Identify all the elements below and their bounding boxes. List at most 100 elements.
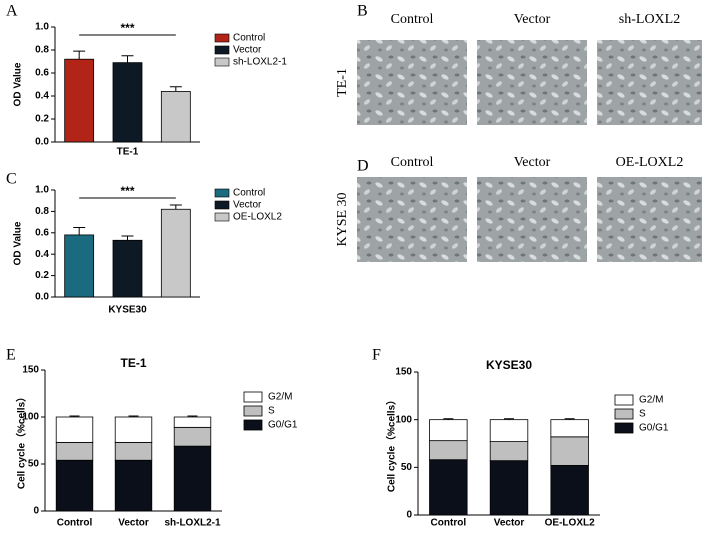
bar-segment — [55, 459, 94, 512]
y-tick-label: 0.4 — [35, 249, 49, 260]
column-label: Control — [391, 12, 434, 27]
legend-label: G0/G1 — [268, 420, 298, 431]
error-bar — [169, 86, 182, 92]
y-tick-label: 0.0 — [35, 137, 49, 148]
x-axis-label: KYSE30 — [108, 305, 147, 316]
micrograph — [597, 40, 702, 125]
legend-swatch — [214, 188, 230, 198]
chart-title: KYSE30 — [486, 358, 532, 372]
y-tick-label: 0.2 — [35, 114, 49, 125]
bar-segment — [173, 445, 212, 512]
legend-label: Control — [233, 188, 265, 199]
legend-swatch — [614, 394, 634, 406]
panel-label: D — [357, 158, 369, 175]
chart-title: TE-1 — [120, 356, 146, 370]
bar-segment — [489, 460, 529, 516]
legend-label: S — [268, 406, 275, 417]
bar — [112, 239, 143, 298]
panel-label: E — [6, 347, 16, 364]
error-bar — [443, 418, 454, 420]
bar-segment — [429, 459, 468, 516]
panel-label: F — [372, 347, 381, 364]
y-tick-label: 0.2 — [35, 270, 49, 281]
bar-segment — [114, 459, 153, 512]
legend-label: G2/M — [639, 395, 663, 406]
bar-segment — [489, 419, 529, 442]
bar-segment — [489, 441, 529, 462]
column-label: Control — [391, 155, 434, 170]
y-tick-label: 0.4 — [35, 91, 49, 102]
legend-label: sh-LOXL2-1 — [233, 57, 287, 68]
legend-label: G2/M — [268, 392, 292, 403]
panel-label: C — [6, 171, 17, 188]
y-tick-label: 1.0 — [35, 22, 49, 33]
column-label: Vector — [514, 12, 551, 27]
legend-swatch — [214, 45, 230, 55]
column-label: OE-LOXL2 — [616, 155, 684, 170]
error-bar — [504, 418, 514, 420]
legend-swatch — [614, 408, 634, 420]
error-bar — [73, 226, 86, 235]
y-tick-label: 100 — [395, 414, 412, 425]
legend-label: S — [639, 409, 646, 420]
x-tick-label: Vector — [494, 518, 525, 529]
micrograph — [357, 40, 467, 125]
row-label: TE-1 — [335, 68, 350, 97]
y-tick-label: 150 — [22, 365, 39, 376]
error-bar — [187, 415, 198, 417]
micrograph — [477, 177, 587, 262]
error-bar — [564, 418, 575, 420]
x-tick-label: Control — [57, 518, 93, 529]
row-label: KYSE 30 — [335, 192, 350, 246]
y-axis-label: OD Value — [13, 62, 24, 106]
bar — [64, 234, 95, 298]
bar-segment — [429, 440, 468, 461]
legend-label: Control — [233, 33, 265, 44]
y-tick-label: 0 — [406, 510, 412, 521]
y-tick-label: 0.8 — [35, 45, 49, 56]
bar-segment — [114, 441, 153, 461]
bar-segment — [550, 436, 589, 466]
bar-segment — [550, 465, 589, 516]
error-bar — [128, 415, 139, 417]
legend-swatch — [214, 200, 230, 210]
error-bar — [73, 50, 86, 60]
y-tick-label: 0.6 — [35, 68, 49, 79]
x-tick-label: Vector — [118, 518, 149, 529]
bar-segment — [114, 416, 153, 443]
bar — [64, 58, 95, 143]
y-tick-label: 100 — [22, 412, 39, 423]
y-tick-label: 0.8 — [35, 206, 49, 217]
bar-segment — [550, 419, 589, 438]
micrograph — [477, 40, 587, 125]
micrograph — [597, 177, 702, 262]
bar-segment — [173, 416, 212, 428]
bar — [160, 208, 191, 298]
bar-segment — [55, 441, 94, 461]
panel-label: A — [6, 3, 18, 20]
significance-label: *** — [120, 21, 134, 35]
error-bar — [69, 415, 80, 417]
y-tick-label: 0 — [33, 506, 39, 517]
y-tick-label: 1.0 — [35, 185, 49, 196]
y-axis-label: Cell cycle（%cells） — [385, 395, 398, 492]
x-tick-label: sh-LOXL2-1 — [164, 518, 221, 529]
legend-swatch — [243, 405, 263, 417]
panel-label: B — [357, 3, 368, 20]
bar-segment — [429, 419, 468, 442]
column-label: Vector — [514, 155, 551, 170]
x-tick-label: Control — [431, 518, 467, 529]
error-bar — [121, 235, 134, 241]
x-axis-label: TE-1 — [117, 147, 139, 158]
legend-label: OE-LOXL2 — [233, 212, 282, 223]
legend-label: Vector — [233, 200, 262, 211]
y-tick-label: 0.0 — [35, 292, 49, 303]
micrograph — [357, 177, 467, 262]
x-tick-label: OE-LOXL2 — [545, 518, 595, 529]
legend-label: G0/G1 — [639, 423, 669, 434]
legend-label: Vector — [233, 45, 262, 56]
error-bar — [169, 204, 182, 210]
bar — [112, 62, 143, 143]
significance-label: *** — [120, 184, 134, 198]
y-tick-label: 50 — [28, 459, 40, 470]
